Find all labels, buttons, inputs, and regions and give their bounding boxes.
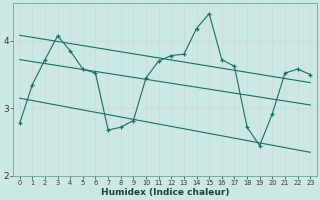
X-axis label: Humidex (Indice chaleur): Humidex (Indice chaleur): [101, 188, 229, 197]
